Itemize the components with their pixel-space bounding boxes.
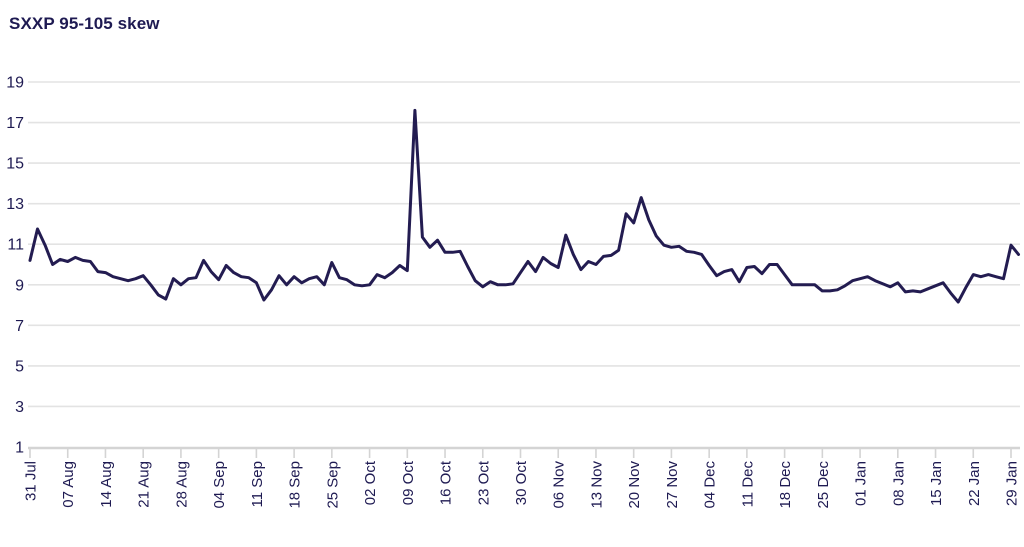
y-tick-label: 1 — [15, 440, 24, 457]
x-tick-label: 21 Aug — [136, 461, 153, 508]
x-tick-label: 04 Sep — [211, 461, 228, 509]
y-tick-label: 3 — [15, 399, 24, 416]
x-tick-label: 22 Jan — [966, 461, 983, 506]
y-tick-label: 5 — [15, 358, 24, 375]
y-tick-label: 9 — [15, 277, 24, 294]
y-tick-label: 11 — [7, 237, 24, 254]
x-tick-label: 07 Aug — [60, 461, 77, 508]
x-tick-label: 29 Jan — [1004, 461, 1021, 506]
y-tick-label: 17 — [6, 115, 24, 132]
x-tick-label: 20 Nov — [626, 461, 643, 509]
x-tick-label: 11 Dec — [739, 461, 756, 508]
y-tick-label: 13 — [6, 196, 24, 213]
x-tick-label: 28 Aug — [173, 461, 190, 508]
grid-lines — [28, 81, 1020, 408]
x-tick-label: 06 Nov — [551, 461, 568, 509]
x-tick-label: 14 Aug — [98, 461, 115, 508]
x-tick-label: 25 Dec — [815, 461, 832, 509]
x-tick-label: 02 Oct — [362, 460, 379, 505]
skew-series-path — [28, 108, 1020, 304]
x-tick-label: 30 Oct — [513, 460, 530, 505]
y-tick-label: 19 — [6, 75, 24, 92]
x-tick-label: 18 Sep — [287, 461, 304, 509]
x-tick-label: 01 Jan — [853, 461, 870, 506]
x-tick-label: 13 Nov — [588, 461, 605, 509]
y-tick-label: 7 — [15, 318, 24, 335]
x-tick-label: 25 Sep — [324, 461, 341, 509]
series-line — [28, 108, 1020, 304]
x-tick-label: 18 Dec — [777, 461, 794, 509]
x-tick-label: 16 Oct — [438, 460, 455, 505]
x-tick-label: 23 Oct — [475, 460, 492, 505]
x-axis — [28, 446, 1020, 458]
x-tick-label: 31 Jul — [23, 461, 40, 501]
x-tick-label: 11 Sep — [249, 461, 266, 507]
x-axis-labels: 31 Jul 07 Aug 14 Aug 21 Aug 28 Aug 04 Sep 11 S… — [23, 460, 1021, 508]
y-tick-label: 15 — [6, 156, 24, 173]
x-tick-label: 08 Jan — [890, 461, 907, 506]
x-tick-label: 09 Oct — [400, 460, 417, 505]
x-tick-label: 04 Dec — [702, 461, 719, 509]
x-tick-label: 27 Nov — [664, 461, 681, 509]
x-tick-label: 15 Jan — [928, 461, 945, 506]
chart-title: SXXP 95-105 skew — [9, 14, 160, 33]
